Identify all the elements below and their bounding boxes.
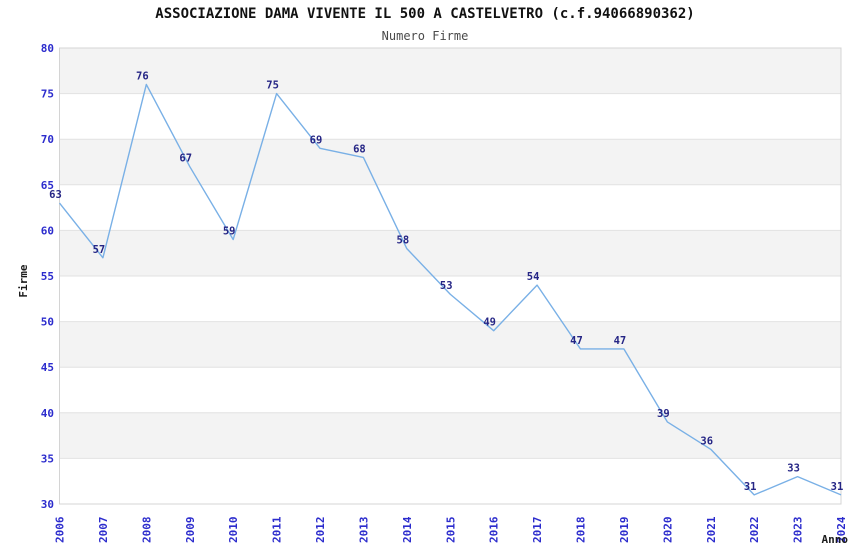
- chart-subtitle: Numero Firme: [381, 29, 469, 43]
- data-point-label: 69: [310, 134, 323, 146]
- data-point-label: 67: [179, 153, 192, 165]
- x-axis-tick-labels: 2006 2007 2008 2009 2010 2011 2012 2013 2014 2015…: [54, 516, 849, 543]
- y-tick-label: 30: [41, 498, 54, 511]
- data-point-label: 76: [136, 70, 149, 82]
- x-tick-label: 2007: [97, 517, 110, 544]
- x-tick-label: 2011: [271, 516, 284, 543]
- band-white: [59, 184, 841, 231]
- data-point-label: 63: [49, 189, 62, 201]
- band-white: [59, 367, 841, 413]
- data-point-labels: 63 57 76 67 59 75 69 68 58 53 49 54 47 47 39 36 31 33 31: [49, 70, 843, 492]
- data-point-label: 47: [614, 335, 627, 347]
- data-point-label: 54: [527, 271, 540, 283]
- y-axis-title: Firme: [17, 264, 30, 297]
- x-tick-label: 2008: [140, 517, 153, 544]
- y-tick-label: 75: [41, 88, 54, 101]
- x-tick-label: 2015: [444, 517, 457, 544]
- band-gray: [59, 321, 841, 368]
- x-tick-label: 2017: [531, 517, 544, 544]
- data-point-label: 75: [266, 80, 279, 92]
- x-tick-label: 2023: [792, 517, 805, 544]
- chart-title: ASSOCIAZIONE DAMA VIVENTE IL 500 A CASTE…: [155, 6, 695, 22]
- y-axis-tick-labels: 30 35 40 45 50 55 60 65 70 75 80: [41, 42, 54, 511]
- data-point-label: 49: [483, 317, 496, 329]
- x-tick-label: 2014: [401, 516, 414, 543]
- y-tick-label: 55: [41, 270, 54, 283]
- series-line: [58, 83, 842, 496]
- y-tick-label: 35: [41, 452, 54, 465]
- x-tick-label: 2018: [575, 517, 588, 544]
- y-tick-label: 65: [41, 179, 54, 192]
- band-white: [59, 458, 841, 504]
- y-tick-label: 50: [41, 316, 54, 329]
- y-tick-label: 40: [41, 407, 54, 420]
- data-point-label: 31: [744, 481, 757, 493]
- plot-bands-layer: [59, 48, 841, 504]
- x-axis-title: Anno: [822, 533, 849, 546]
- x-tick-label: 2020: [661, 517, 674, 544]
- x-tick-label: 2009: [184, 517, 197, 544]
- data-point-label: 57: [93, 244, 106, 256]
- x-tick-label: 2022: [748, 517, 761, 544]
- y-tick-label: 45: [41, 361, 54, 374]
- data-point-label: 39: [657, 408, 670, 420]
- data-point-label: 68: [353, 143, 366, 155]
- data-point-label: 58: [397, 235, 410, 247]
- data-point-label: 59: [223, 226, 236, 238]
- x-tick-label: 2013: [357, 517, 370, 544]
- x-tick-label: 2021: [705, 516, 718, 543]
- data-point-label: 47: [570, 335, 583, 347]
- x-tick-label: 2006: [54, 516, 67, 543]
- x-tick-label: 2024: [835, 516, 848, 543]
- y-tick-label: 80: [41, 42, 54, 55]
- band-gray: [59, 230, 841, 276]
- band-white: [59, 276, 841, 322]
- x-tick-label: 2016: [488, 516, 501, 543]
- x-tick-label: 2010: [227, 517, 240, 544]
- x-tick-label: 2012: [314, 517, 327, 544]
- band-gray: [59, 412, 841, 459]
- x-tick-label: 2019: [618, 517, 631, 544]
- data-point-label: 31: [831, 481, 844, 493]
- y-tick-label: 70: [41, 133, 54, 146]
- band-white: [59, 93, 841, 140]
- plot-border: [59, 47, 842, 505]
- data-point-label: 53: [440, 280, 453, 292]
- band-gray: [59, 139, 841, 185]
- y-tick-label: 60: [41, 224, 54, 237]
- data-point-label: 36: [700, 435, 713, 447]
- band-gray: [59, 48, 841, 94]
- data-point-label: 33: [787, 463, 800, 475]
